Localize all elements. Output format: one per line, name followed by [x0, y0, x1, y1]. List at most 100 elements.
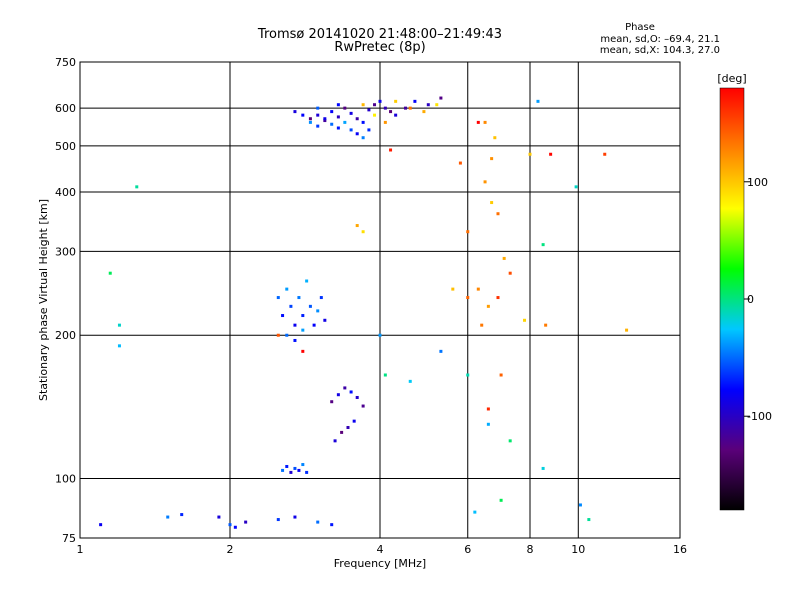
echo-point — [499, 498, 503, 502]
echo-point — [180, 513, 184, 517]
echo-point — [352, 419, 356, 423]
echo-point — [323, 117, 327, 121]
echo-point — [389, 110, 393, 114]
echo-point — [336, 103, 340, 107]
echo-point — [502, 256, 506, 260]
colorbar-tick-label: -100 — [747, 410, 772, 423]
echo-point — [435, 103, 439, 107]
x-tick-label: 6 — [464, 543, 471, 556]
echo-point — [316, 106, 320, 110]
echo-point — [343, 106, 347, 110]
x-tick-label: 1 — [77, 543, 84, 556]
echo-point — [490, 201, 494, 205]
chart-title: Tromsø 20141020 21:48:00–21:49:43 — [257, 27, 503, 42]
echo-point — [408, 379, 412, 383]
echo-point — [333, 439, 337, 443]
echo-point — [483, 180, 487, 184]
echo-point — [323, 119, 327, 123]
echo-point — [349, 111, 353, 115]
phase-stats-o: mean, sd,O: –69.4, 21.1 — [600, 34, 720, 45]
echo-point — [486, 407, 490, 411]
echo-point — [349, 128, 353, 132]
echo-point — [330, 523, 334, 527]
grid-lines — [80, 62, 680, 538]
echo-point — [476, 120, 480, 124]
phase-stats-header: Phase — [625, 22, 655, 33]
echo-point — [383, 106, 387, 110]
echo-point — [486, 422, 490, 426]
y-tick-label: 200 — [55, 329, 76, 342]
echo-point — [394, 99, 398, 103]
echo-point — [508, 439, 512, 443]
echo-point — [490, 157, 494, 161]
echo-point — [117, 323, 121, 327]
echo-point — [316, 124, 320, 128]
plot-frame — [79, 61, 681, 539]
x-tick-label: 8 — [527, 543, 534, 556]
y-tick-label: 300 — [55, 245, 76, 258]
echo-point — [508, 271, 512, 275]
echo-point — [466, 373, 470, 377]
echo-point — [394, 113, 398, 117]
echo-point — [496, 212, 500, 216]
echo-point — [166, 515, 170, 519]
x-tick-label: 16 — [673, 543, 687, 556]
echo-point — [499, 373, 503, 377]
y-tick-label: 75 — [62, 532, 76, 545]
echo-point — [308, 120, 312, 124]
echo-point — [536, 99, 540, 103]
echo-point — [480, 323, 484, 327]
echo-point — [217, 515, 221, 519]
echo-point — [301, 314, 305, 318]
echo-point — [587, 518, 591, 522]
y-tick-label: 600 — [55, 102, 76, 115]
echo-point — [451, 287, 455, 291]
echo-point — [544, 323, 548, 327]
y-tick-label: 500 — [55, 140, 76, 153]
echo-point — [373, 113, 377, 117]
echo-point — [316, 520, 320, 524]
echo-point — [361, 136, 365, 140]
echo-point — [458, 161, 462, 165]
echo-point — [355, 224, 359, 228]
echo-point — [308, 304, 312, 308]
echo-point — [244, 520, 248, 524]
echo-point — [323, 318, 327, 322]
echo-point — [355, 117, 359, 121]
echo-point — [301, 113, 305, 117]
echo-point — [355, 132, 359, 136]
echo-point — [330, 400, 334, 404]
echo-point — [466, 296, 470, 300]
echo-point — [233, 525, 237, 529]
echo-point — [483, 120, 487, 124]
echo-point — [297, 468, 301, 472]
echo-point — [422, 110, 426, 114]
echo-point — [308, 117, 312, 121]
echo-point — [473, 510, 477, 514]
echo-point — [439, 349, 443, 353]
echo-point — [336, 393, 340, 397]
echo-point — [439, 96, 443, 100]
echo-point — [301, 463, 305, 467]
y-tick-label: 100 — [55, 473, 76, 486]
echo-point — [276, 296, 280, 300]
echo-point — [361, 230, 365, 234]
echo-point — [378, 99, 382, 103]
echo-point — [426, 103, 430, 107]
colorbar-tick-label: 0 — [747, 293, 754, 306]
y-axis-label: Stationary phase Virtual Height [km] — [37, 199, 50, 401]
echo-point — [389, 148, 393, 152]
echo-point — [403, 106, 407, 110]
echo-point — [301, 328, 305, 332]
chart-subtitle: RwPretec (8p) — [334, 40, 426, 55]
echo-point — [305, 470, 309, 474]
echo-point — [228, 523, 232, 527]
echo-point — [373, 103, 377, 107]
echo-point — [293, 466, 297, 470]
echo-point — [293, 515, 297, 519]
phase-colorbar: [deg] 100 0 -100 — [717, 72, 772, 511]
echo-point — [285, 333, 289, 337]
echo-point — [289, 304, 293, 308]
echo-point — [276, 518, 280, 522]
echo-point — [549, 152, 553, 156]
